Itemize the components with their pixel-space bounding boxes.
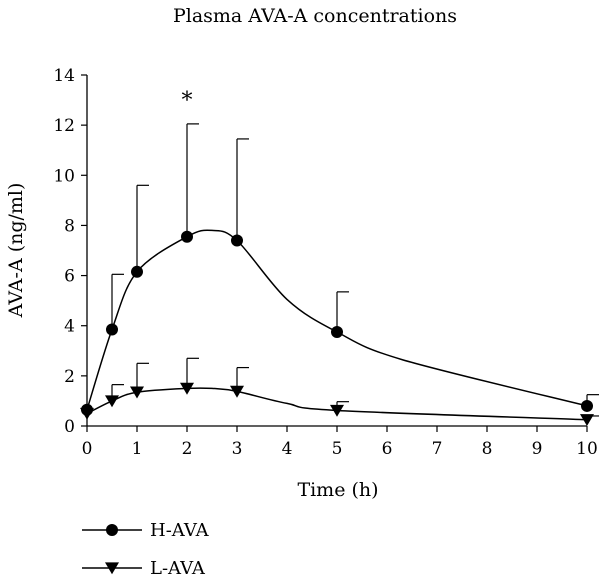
x-tick-label: 4 [282, 439, 293, 459]
l-ava-point [80, 407, 94, 420]
x-tick-label: 1 [132, 439, 143, 459]
y-tick-label: 10 [53, 166, 75, 186]
l-ava-point [180, 382, 194, 395]
x-tick-label: 3 [232, 439, 243, 459]
chart-title: Plasma AVA-A concentrations [173, 5, 457, 27]
y-tick-label: 0 [64, 417, 75, 437]
h-ava-point [181, 230, 193, 243]
legend-label-l-ava: L-AVA [150, 558, 206, 579]
l-ava-point [580, 414, 594, 427]
y-tick-label: 2 [64, 367, 75, 387]
legend: H-AVA L-AVA [82, 520, 210, 579]
h-ava-point [331, 325, 343, 338]
y-tick-label: 12 [53, 116, 75, 136]
legend-label-h-ava: H-AVA [150, 520, 210, 541]
legend-marker-h-ava [106, 524, 118, 536]
y-tick-label: 8 [64, 216, 75, 236]
l-ava-point [230, 385, 244, 398]
x-tick-label: 6 [382, 439, 393, 459]
x-tick-label: 7 [432, 439, 443, 459]
l-ava-point [105, 395, 119, 408]
y-tick-label: 14 [53, 66, 75, 86]
y-tick-label: 6 [64, 267, 75, 287]
h-ava-point [131, 265, 143, 278]
x-tick-label: 2 [182, 439, 193, 459]
x-tick-label: 10 [576, 439, 598, 459]
h-ava-point [581, 399, 593, 412]
legend-marker-l-ava [105, 562, 119, 575]
x-tick-label: 8 [482, 439, 493, 459]
l-ava-point [330, 404, 344, 417]
h-ava-point [231, 234, 243, 247]
h-ava-point [106, 323, 118, 336]
y-axis-label: AVA-A (ng/ml) [5, 183, 27, 319]
l-ava-line [86, 387, 588, 421]
y-tick-label: 4 [64, 317, 75, 337]
x-axis-label: Time (h) [297, 479, 378, 501]
x-tick-label: 9 [532, 439, 543, 459]
x-tick-label: 5 [332, 439, 343, 459]
x-tick-label: 0 [82, 439, 93, 459]
significance-annotation: * [182, 89, 193, 114]
l-ava-point [130, 386, 144, 399]
h-ava-line [86, 229, 588, 410]
